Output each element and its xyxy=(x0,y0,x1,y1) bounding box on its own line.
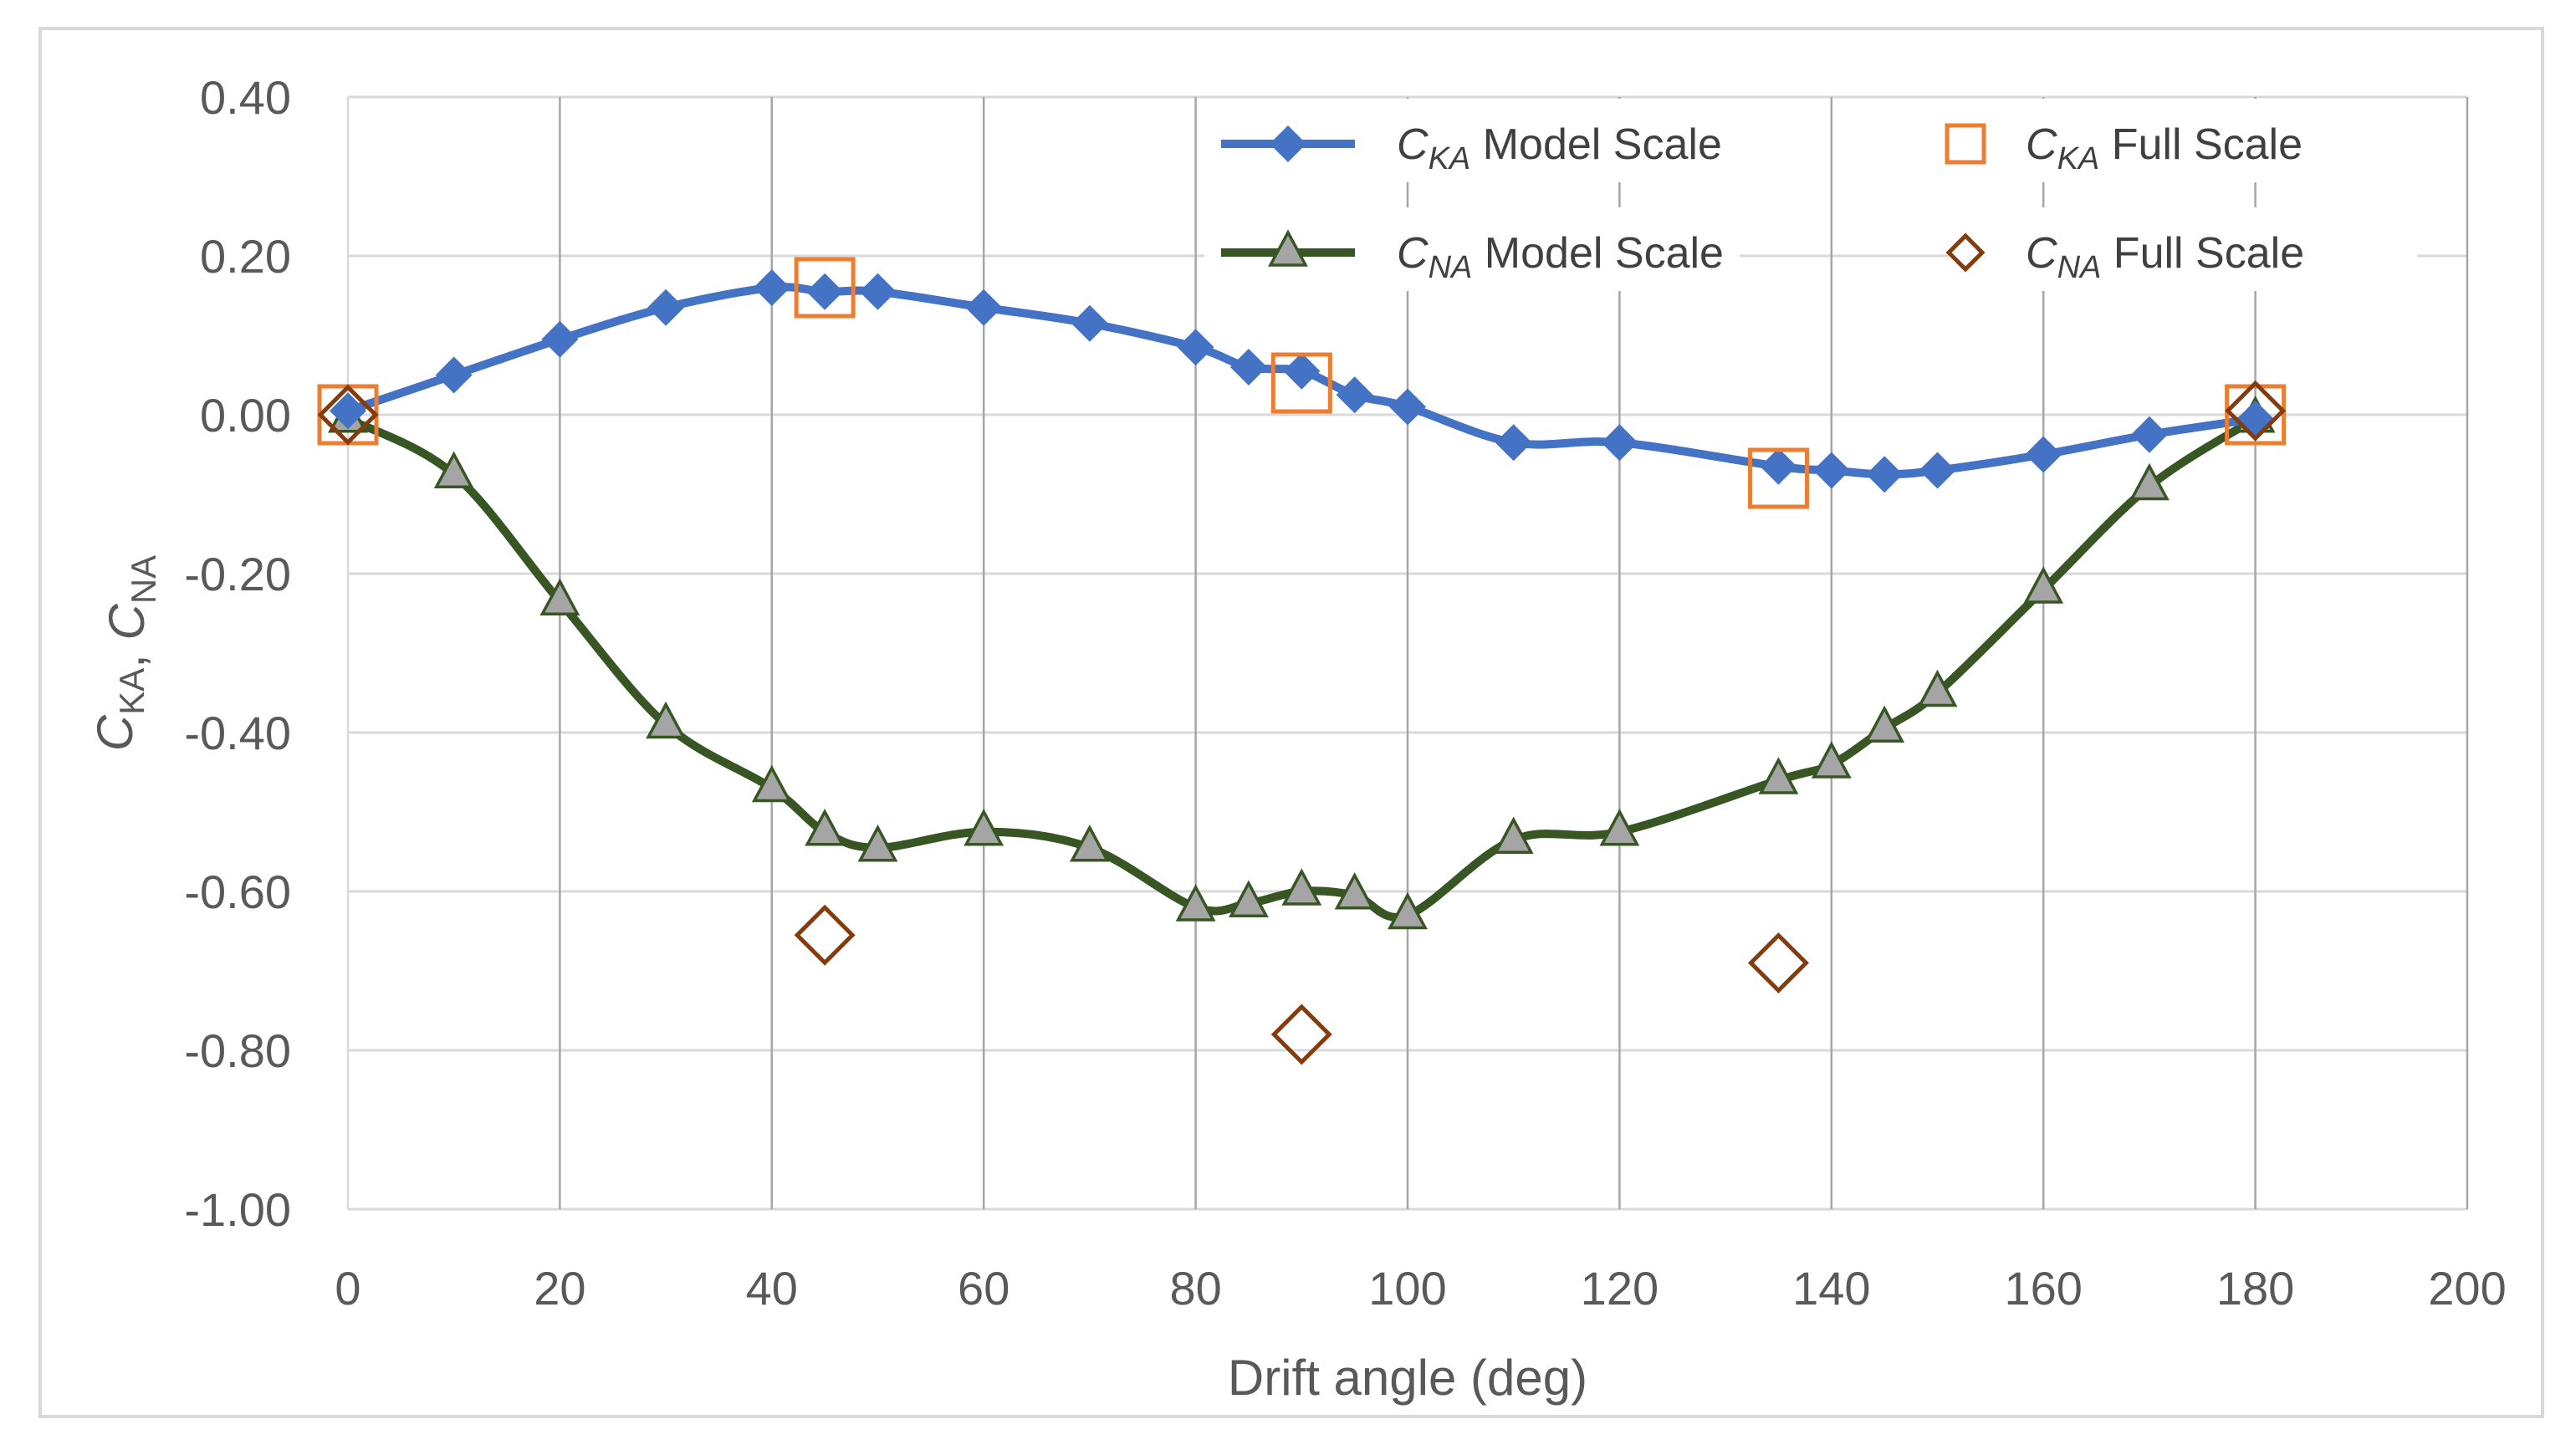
data-point xyxy=(1270,352,1332,414)
data-point xyxy=(1864,705,1905,743)
data-point xyxy=(1281,868,1322,906)
legend-swatch-marker xyxy=(1270,125,1306,162)
data-point xyxy=(1336,376,1373,414)
legend-item-3: CNA Full Scale xyxy=(1945,207,2417,291)
legend-swatch-marker xyxy=(1945,232,1986,273)
data-point xyxy=(1812,452,1850,489)
data-point xyxy=(317,384,379,446)
x-tick-label: 20 xyxy=(534,1262,585,1315)
legend-label: CKA Full Scale xyxy=(2026,120,2303,176)
series-layer xyxy=(317,257,2287,1065)
data-point xyxy=(1747,447,1809,509)
legend-label: CNA Full Scale xyxy=(2026,229,2304,285)
data-point xyxy=(2225,380,2287,442)
data-point xyxy=(1175,884,1216,922)
data-point xyxy=(2023,566,2064,604)
legend-swatch-marker xyxy=(1945,123,1986,165)
series-0 xyxy=(330,269,2274,493)
y-axis-title: CKA, CNA xyxy=(87,555,163,751)
data-point xyxy=(2025,436,2062,473)
data-point xyxy=(1747,932,1809,994)
y-tick-label: -0.20 xyxy=(184,548,291,600)
data-point xyxy=(433,451,474,488)
y-tick-label: 0.20 xyxy=(200,230,291,283)
data-point xyxy=(1758,757,1799,794)
data-point xyxy=(1493,816,1534,854)
legend-item-2: CKA Full Scale xyxy=(1945,99,2417,182)
data-point xyxy=(1866,456,1904,493)
series-1 xyxy=(328,396,2276,930)
x-tick-labels: 0 20 40 60 80 100 120 140 160 180 200 xyxy=(335,1262,2506,1315)
data-point xyxy=(963,809,1004,846)
x-tick-label: 140 xyxy=(1792,1262,1870,1315)
y-tick-label: -0.80 xyxy=(184,1024,291,1077)
data-point xyxy=(794,904,856,966)
data-point xyxy=(1389,388,1426,426)
data-point xyxy=(1270,1003,1332,1065)
data-point xyxy=(2225,384,2287,446)
data-point xyxy=(539,578,580,615)
x-tick-label: 120 xyxy=(1581,1262,1659,1315)
data-point xyxy=(541,320,579,358)
data-point xyxy=(1069,825,1110,862)
data-point xyxy=(1177,329,1214,366)
x-tick-label: 100 xyxy=(1368,1262,1446,1315)
data-point xyxy=(646,701,687,739)
y-tick-label: -0.40 xyxy=(184,707,291,759)
data-point xyxy=(805,809,846,846)
data-point xyxy=(1071,304,1108,342)
legend: CKA Model Scale CNA Model Scale CKA Full S… xyxy=(1204,99,2417,291)
data-point xyxy=(435,356,473,394)
legend-swatch-marker xyxy=(1268,229,1308,267)
data-point xyxy=(330,392,366,430)
legend-label: CNA Model Scale xyxy=(1397,229,1724,285)
y-tick-label: 0.40 xyxy=(200,71,291,124)
series-3 xyxy=(317,380,2287,1065)
data-point xyxy=(794,257,856,319)
legend-label: CKA Model Scale xyxy=(1397,120,1722,176)
data-point xyxy=(647,288,685,326)
data-point xyxy=(2130,416,2168,453)
data-point xyxy=(1919,452,1956,489)
series-line-1 xyxy=(345,415,2258,922)
data-point xyxy=(1495,424,1532,462)
data-point xyxy=(1388,891,1428,930)
legend-item-bg xyxy=(1949,99,2417,182)
data-point xyxy=(806,273,844,310)
y-tick-label: -1.00 xyxy=(184,1183,291,1236)
data-point xyxy=(1283,352,1321,390)
data-point xyxy=(1601,424,1638,462)
x-tick-label: 160 xyxy=(2004,1262,2082,1315)
y-tick-labels: 0.40 0.20 0.00 -0.20 -0.40 -0.60 -0.80 -1.00 xyxy=(184,71,291,1236)
y-tick-label: -0.60 xyxy=(184,865,291,918)
data-point xyxy=(753,269,790,306)
data-point xyxy=(965,288,1003,326)
data-point xyxy=(857,825,898,862)
data-point xyxy=(859,273,897,310)
legend-item-bg xyxy=(1949,207,2417,291)
legend-item-0: CKA Model Scale xyxy=(1204,99,1740,182)
data-point xyxy=(1811,741,1852,779)
x-tick-label: 80 xyxy=(1169,1262,1221,1315)
x-tick-label: 0 xyxy=(335,1262,360,1315)
data-point xyxy=(1760,447,1797,485)
data-point xyxy=(1917,669,1958,707)
y-tick-label: 0.00 xyxy=(200,389,291,442)
data-point xyxy=(2129,462,2170,501)
data-point xyxy=(1229,349,1267,386)
x-tick-label: 60 xyxy=(958,1262,1009,1315)
data-point xyxy=(1334,872,1375,910)
data-point xyxy=(751,764,792,803)
x-tick-label: 40 xyxy=(746,1262,798,1315)
x-axis-title: Drift angle (deg) xyxy=(1228,1350,1587,1406)
legend-item-1: CNA Model Scale xyxy=(1204,207,1740,291)
x-tick-label: 200 xyxy=(2428,1262,2506,1315)
data-point xyxy=(1599,809,1640,846)
data-point xyxy=(1229,880,1269,917)
x-tick-label: 180 xyxy=(2216,1262,2294,1315)
